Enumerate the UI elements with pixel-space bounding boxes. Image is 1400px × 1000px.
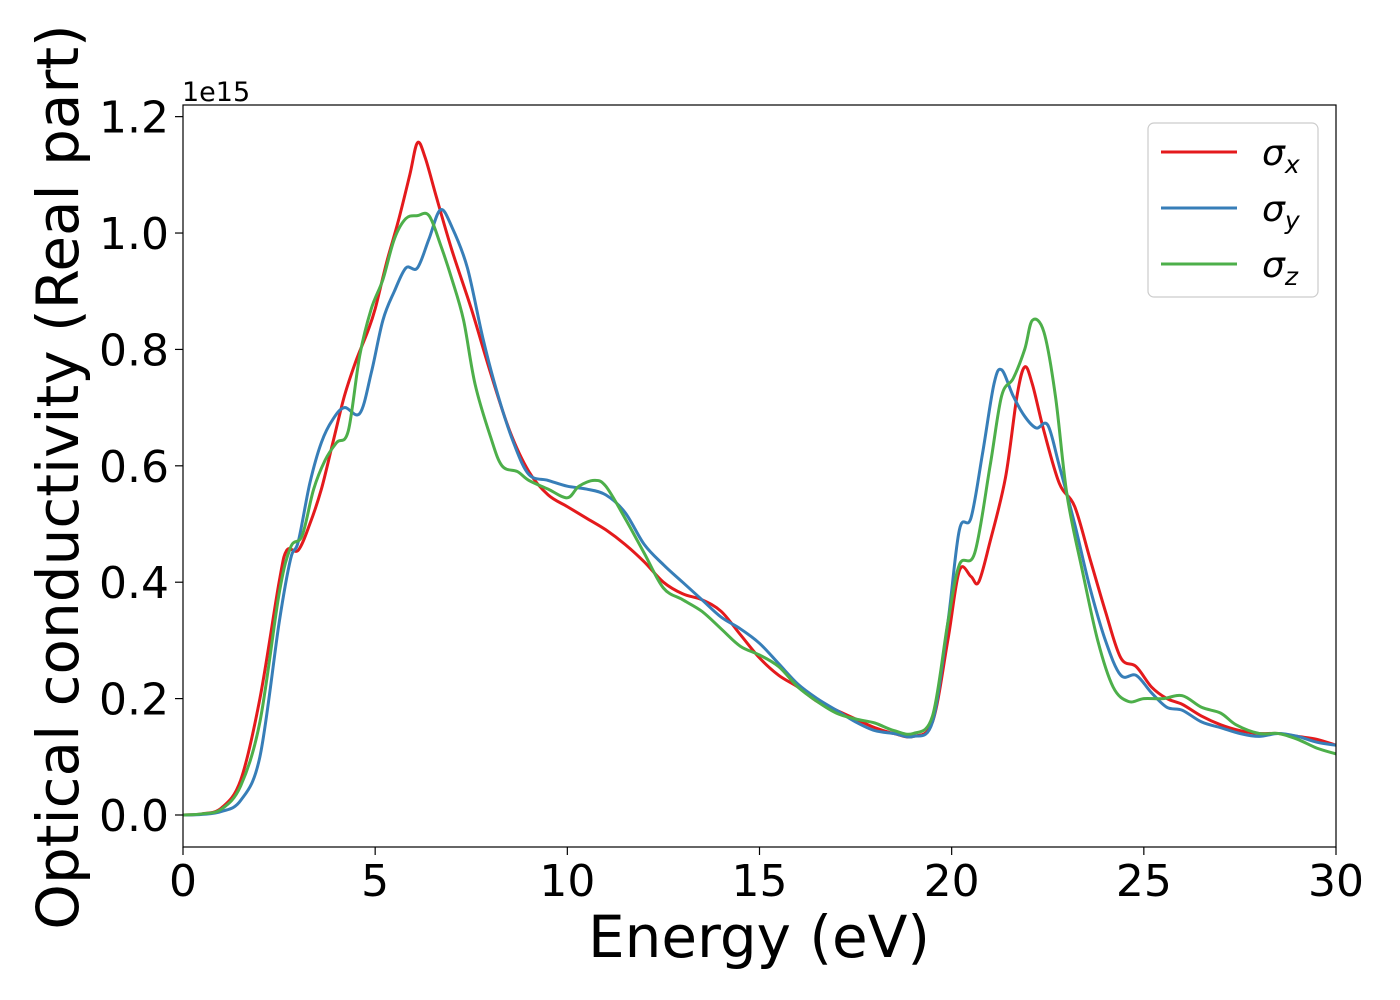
y-tick-label: 0.4 [99,558,169,609]
x-tick-label: 0 [169,856,197,907]
x-tick-label: 25 [1116,856,1172,907]
y-axis-label: Optical conductivity (Real part) [24,24,92,929]
x-tick-label: 30 [1308,856,1364,907]
x-tick-label: 20 [924,856,980,907]
legend-box [1147,122,1319,298]
legend-label: σz [1262,245,1299,291]
x-axis-label: Energy (eV) [588,903,930,971]
y-axis-ticks: 0.0 0.2 0.4 0.6 0.8 1.0 1.2 [99,93,183,842]
series-line-x [183,140,1336,817]
y-tick-label: 0.0 [99,791,169,842]
y-tick-label: 1.2 [99,93,169,144]
y-offset-label: 1e15 [182,77,250,108]
y-tick-label: 0.6 [99,442,169,493]
series-line-z [183,211,1336,817]
x-axis-ticks: 0 5 10 15 20 25 30 [169,847,1364,907]
y-tick-label: 1.0 [99,209,169,260]
x-tick-label: 10 [539,856,595,907]
series-line-y [183,208,1336,817]
y-tick-label: 0.2 [99,675,169,726]
x-tick-label: 5 [361,856,389,907]
x-tick-label: 15 [732,856,788,907]
y-tick-label: 0.8 [99,325,169,376]
